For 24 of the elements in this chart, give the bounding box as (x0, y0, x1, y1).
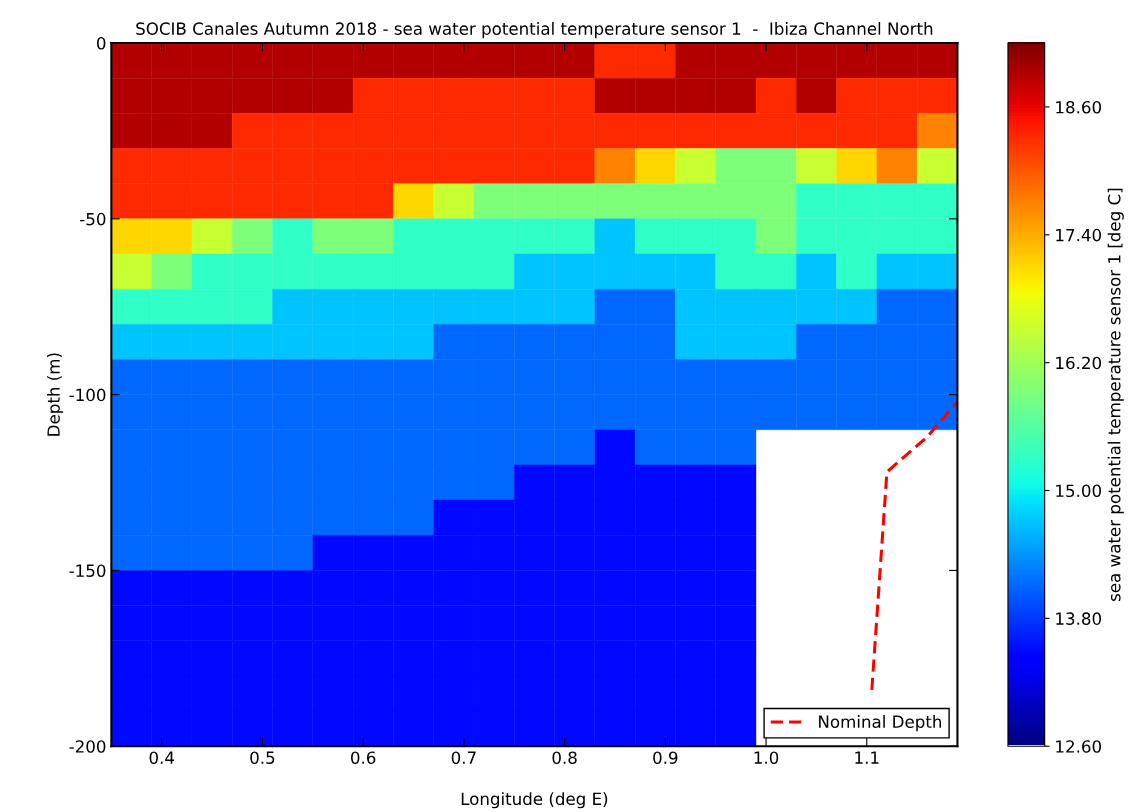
x-tick-label: 0.9 (653, 751, 678, 764)
y-tick-label: -100 (69, 388, 106, 402)
x-tick-label: 0.8 (552, 751, 577, 764)
x-tick-label: 1.0 (754, 751, 779, 764)
x-tick-label: 0.5 (250, 751, 275, 764)
color-bar-label: 12.60 (1056, 740, 1102, 753)
color-bar-label: 18.60 (1056, 100, 1102, 114)
color-bar-label: 17.40 (1056, 228, 1102, 242)
y-tick-label: -150 (69, 564, 106, 577)
chart-title: SOCIB Canales Autumn 2018 - sea water potential temperature sensor 1 - Ibiza Channel North (136, 22, 933, 39)
legend-label: Nominal Depth (819, 715, 942, 732)
y-tick-label: -200 (69, 740, 106, 753)
x-tick-label: 0.6 (351, 751, 376, 764)
color-bar-label: 15.00 (1056, 484, 1102, 498)
y-tick-label: 0 (96, 37, 106, 50)
color-bar-label: 13.80 (1056, 612, 1102, 625)
color-bar-label: 16.20 (1056, 356, 1102, 370)
x-axis-title: Longitude (deg E) (461, 792, 608, 809)
y-axis-title: Depth (m) (46, 353, 64, 436)
color-bar-title: sea water potential temperature sensor 1 [deg C] (1107, 188, 1124, 601)
y-tick-label: -50 (80, 212, 106, 226)
x-tick-label: 1.1 (855, 751, 879, 764)
x-tick-label: 0.4 (149, 751, 175, 764)
x-tick-label: 0.7 (451, 751, 476, 764)
